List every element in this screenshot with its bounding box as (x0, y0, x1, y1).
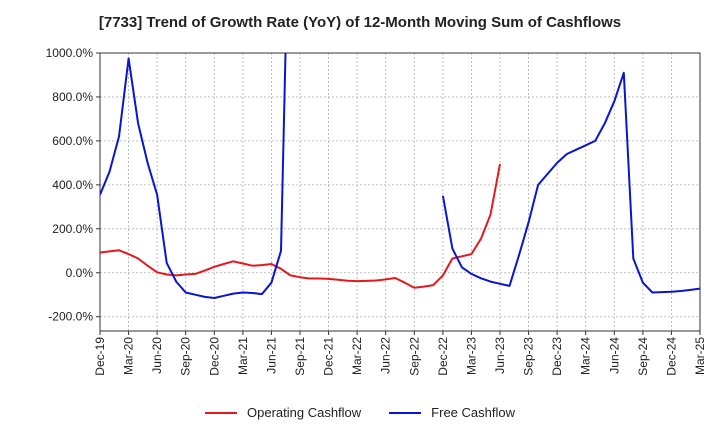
legend-item-free-cashflow: Free Cashflow (389, 405, 515, 420)
y-tick-label: 0.0% (66, 266, 94, 280)
y-tick-label: -200.0% (48, 310, 93, 324)
x-tick-label: Jun-24 (607, 337, 621, 374)
x-tick-label: Dec-22 (436, 337, 450, 376)
x-tick-label: Mar-25 (693, 337, 707, 375)
x-tick-label: Mar-22 (350, 337, 364, 375)
x-tick-label: Sep-21 (293, 337, 307, 376)
y-tick-label: 400.0% (52, 178, 93, 192)
x-tick-label: Jun-20 (150, 337, 164, 374)
x-tick-label: Mar-24 (579, 337, 593, 375)
plot-frame (99, 52, 701, 332)
series-line (100, 163, 501, 289)
series-free-cashflow (100, 53, 700, 299)
legend: Operating Cashflow Free Cashflow (0, 405, 720, 420)
legend-swatch-operating-cashflow (205, 411, 237, 414)
x-tick-label: Dec-24 (664, 337, 678, 376)
y-tick-label: 1000.0% (46, 46, 94, 60)
legend-item-operating-cashflow: Operating Cashflow (205, 405, 361, 420)
y-tick-label: 200.0% (52, 222, 93, 236)
x-tick-label: Mar-20 (122, 337, 136, 375)
y-tick-label: 600.0% (52, 134, 93, 148)
x-tick-label: Sep-22 (407, 337, 421, 376)
y-tick-label: 800.0% (52, 90, 93, 104)
series-line (100, 53, 287, 299)
legend-label-free-cashflow: Free Cashflow (431, 405, 515, 420)
x-tick-label: Mar-21 (236, 337, 250, 375)
x-tick-label: Sep-20 (179, 337, 193, 376)
x-tick-label: Jun-23 (493, 337, 507, 374)
legend-label-operating-cashflow: Operating Cashflow (247, 405, 362, 420)
x-tick-label: Dec-21 (322, 337, 336, 376)
x-tick-label: Jun-22 (379, 337, 393, 374)
legend-swatch-free-cashflow (389, 411, 422, 414)
x-tick-label: Mar-23 (464, 337, 478, 375)
x-tick-label: Dec-20 (207, 337, 221, 376)
chart-title: [7733] Trend of Growth Rate (YoY) of 12-… (98, 14, 622, 31)
series-operating-cashflow (100, 163, 501, 289)
x-tick-label: Dec-23 (550, 337, 564, 376)
x-tick-label: Sep-24 (636, 337, 650, 376)
series-line (441, 71, 700, 294)
x-tick-label: Sep-23 (522, 337, 536, 376)
x-tick-label: Jun-21 (264, 337, 278, 374)
x-tick-label: Dec-19 (93, 337, 107, 376)
